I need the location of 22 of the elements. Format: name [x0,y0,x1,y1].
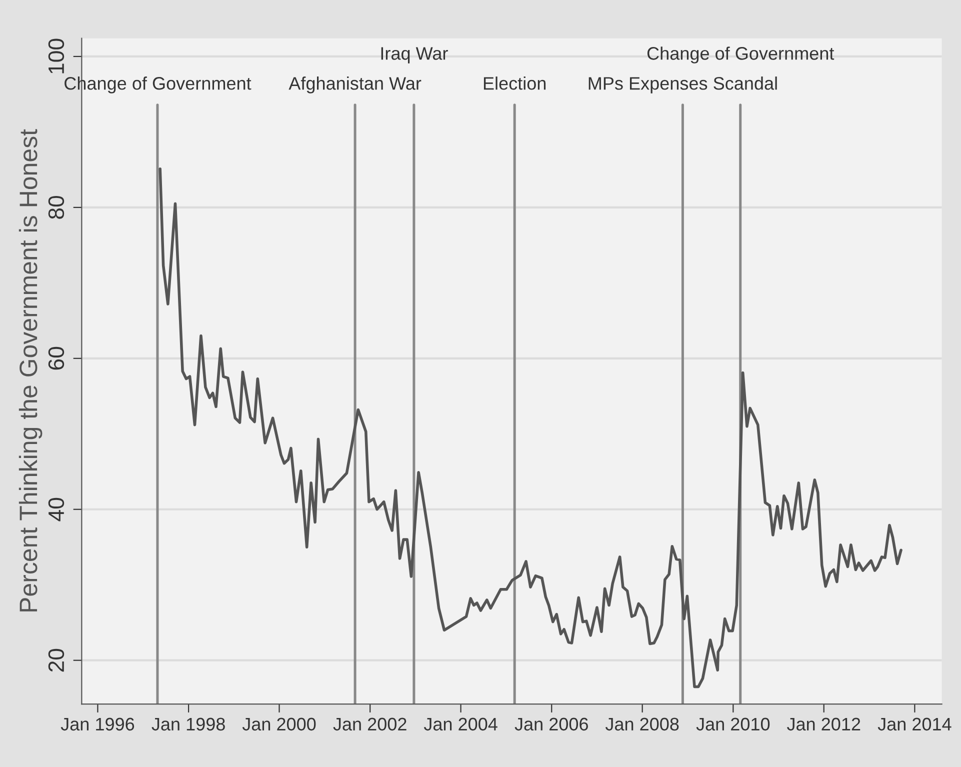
y-tick-label: 80 [48,196,64,219]
ref-line-label: Election [484,76,546,90]
x-tick-label: Jan 2000 [242,718,316,731]
x-tick-label: Jan 2002 [333,718,406,731]
y-tick-label: 40 [48,498,64,522]
ref-line-label: Change of Government [647,46,834,64]
ref-line-label: MPs Expenses Scandal [588,76,777,94]
y-tick-label: 100 [48,38,64,74]
y-tick-label: 60 [48,346,64,370]
x-tick-label: Jan 2010 [696,718,770,731]
x-tick-label: Jan 1996 [60,718,134,731]
line-series [158,168,902,688]
y-tick-label: 20 [48,648,64,672]
ref-line-label: Afghanistan War [288,76,422,94]
x-tick-label: Jan 2014 [878,718,952,731]
x-tick-label: Jan 2004 [424,718,498,731]
ref-line-label: Iraq War [381,47,448,64]
x-tick-label: Jan 1998 [152,718,225,731]
x-tick-label: Jan 2012 [787,718,860,731]
y-axis-title: Percent Thinking the Government is Honest [18,129,42,612]
x-tick-label: Jan 2008 [605,718,679,731]
x-tick-label: Jan 2006 [514,718,588,731]
